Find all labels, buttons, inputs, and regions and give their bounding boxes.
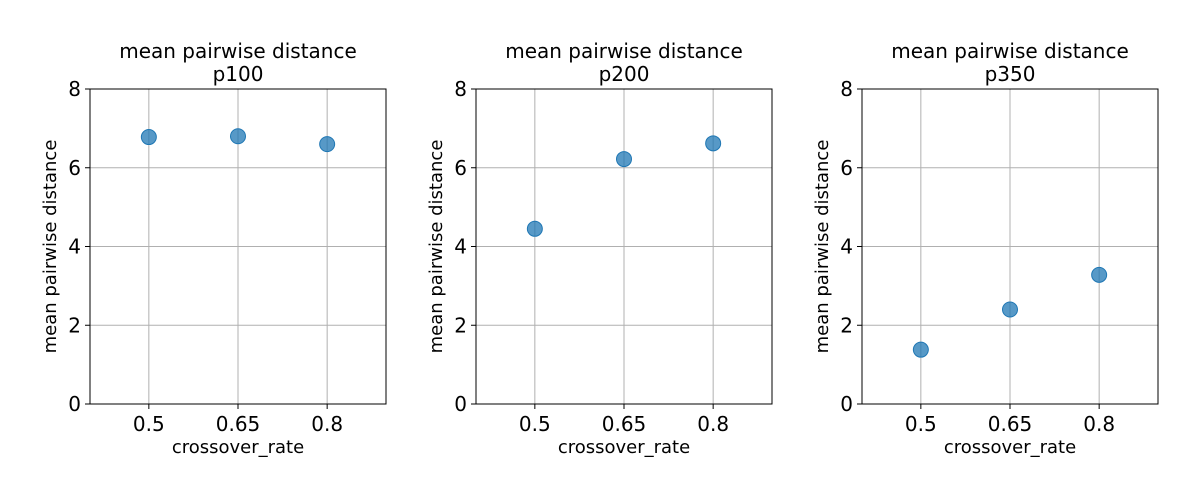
chart-title: mean pairwise distance bbox=[119, 39, 357, 63]
y-tick-label: 0 bbox=[840, 392, 853, 416]
data-point bbox=[1002, 301, 1018, 318]
data-point bbox=[1091, 266, 1108, 283]
data-point bbox=[230, 128, 246, 145]
x-tick-label: 0.8 bbox=[311, 412, 343, 436]
y-tick-label: 8 bbox=[454, 77, 467, 101]
data-point bbox=[705, 135, 722, 152]
y-tick-label: 6 bbox=[840, 156, 853, 180]
data-point bbox=[912, 341, 929, 358]
x-tick-label: 0.8 bbox=[1083, 412, 1115, 436]
data-point bbox=[319, 136, 336, 153]
data-point bbox=[140, 129, 157, 146]
y-axis-label: mean pairwise distance bbox=[40, 140, 61, 354]
x-axis-label: crossover_rate bbox=[172, 437, 304, 458]
x-tick-label: 0.65 bbox=[988, 412, 1033, 436]
y-tick-label: 8 bbox=[840, 77, 853, 101]
y-tick-label: 6 bbox=[68, 156, 81, 180]
data-point bbox=[616, 151, 632, 168]
x-tick-label: 0.5 bbox=[905, 412, 937, 436]
y-tick-label: 4 bbox=[840, 235, 853, 259]
x-tick-label: 0.5 bbox=[519, 412, 551, 436]
y-axis-label: mean pairwise distance bbox=[426, 140, 447, 354]
x-tick-label: 0.5 bbox=[133, 412, 165, 436]
data-point bbox=[526, 220, 543, 237]
y-axis-label: mean pairwise distance bbox=[812, 140, 833, 354]
y-tick-label: 2 bbox=[840, 313, 853, 337]
chart-subtitle: p350 bbox=[985, 62, 1036, 86]
y-tick-label: 4 bbox=[68, 235, 81, 259]
y-tick-label: 8 bbox=[68, 77, 81, 101]
y-tick-label: 2 bbox=[68, 313, 81, 337]
y-tick-label: 0 bbox=[454, 392, 467, 416]
x-tick-label: 0.65 bbox=[216, 412, 261, 436]
x-tick-label: 0.8 bbox=[697, 412, 729, 436]
y-tick-label: 4 bbox=[454, 235, 467, 259]
y-tick-label: 6 bbox=[454, 156, 467, 180]
y-tick-label: 0 bbox=[68, 392, 81, 416]
x-axis-label: crossover_rate bbox=[558, 437, 690, 458]
chart-title: mean pairwise distance bbox=[505, 39, 743, 63]
x-tick-label: 0.65 bbox=[602, 412, 647, 436]
chart-title: mean pairwise distance bbox=[891, 39, 1129, 63]
y-tick-label: 2 bbox=[454, 313, 467, 337]
x-axis-label: crossover_rate bbox=[944, 437, 1076, 458]
chart-subtitle: p200 bbox=[599, 62, 650, 86]
chart-subtitle: p100 bbox=[213, 62, 264, 86]
